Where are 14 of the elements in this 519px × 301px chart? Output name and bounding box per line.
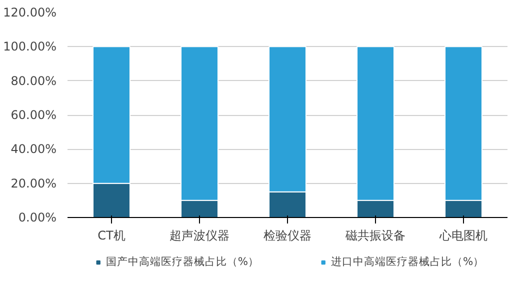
y-tick-label: 120.00%	[3, 6, 56, 20]
x-tick-label: 心电图机	[438, 228, 488, 242]
legend-label: 进口中高端医疗器械占比（%）	[331, 255, 484, 269]
x-tick-label: 磁共振设备	[344, 228, 406, 242]
y-tick-label: 0.00%	[18, 210, 57, 224]
y-tick-label: 20.00%	[10, 176, 57, 190]
y-tick-label: 60.00%	[10, 108, 57, 122]
y-tick-label: 40.00%	[10, 142, 57, 156]
x-tick-label: 超声波仪器	[170, 228, 230, 242]
y-tick-label: 100.00%	[3, 40, 56, 54]
y-tick-label: 80.00%	[10, 74, 57, 88]
x-tick-label: CT机	[98, 228, 126, 242]
legend-label: 国产中高端医疗器械占比（%）	[106, 255, 259, 269]
x-tick-label: 检验仪器	[264, 228, 312, 242]
